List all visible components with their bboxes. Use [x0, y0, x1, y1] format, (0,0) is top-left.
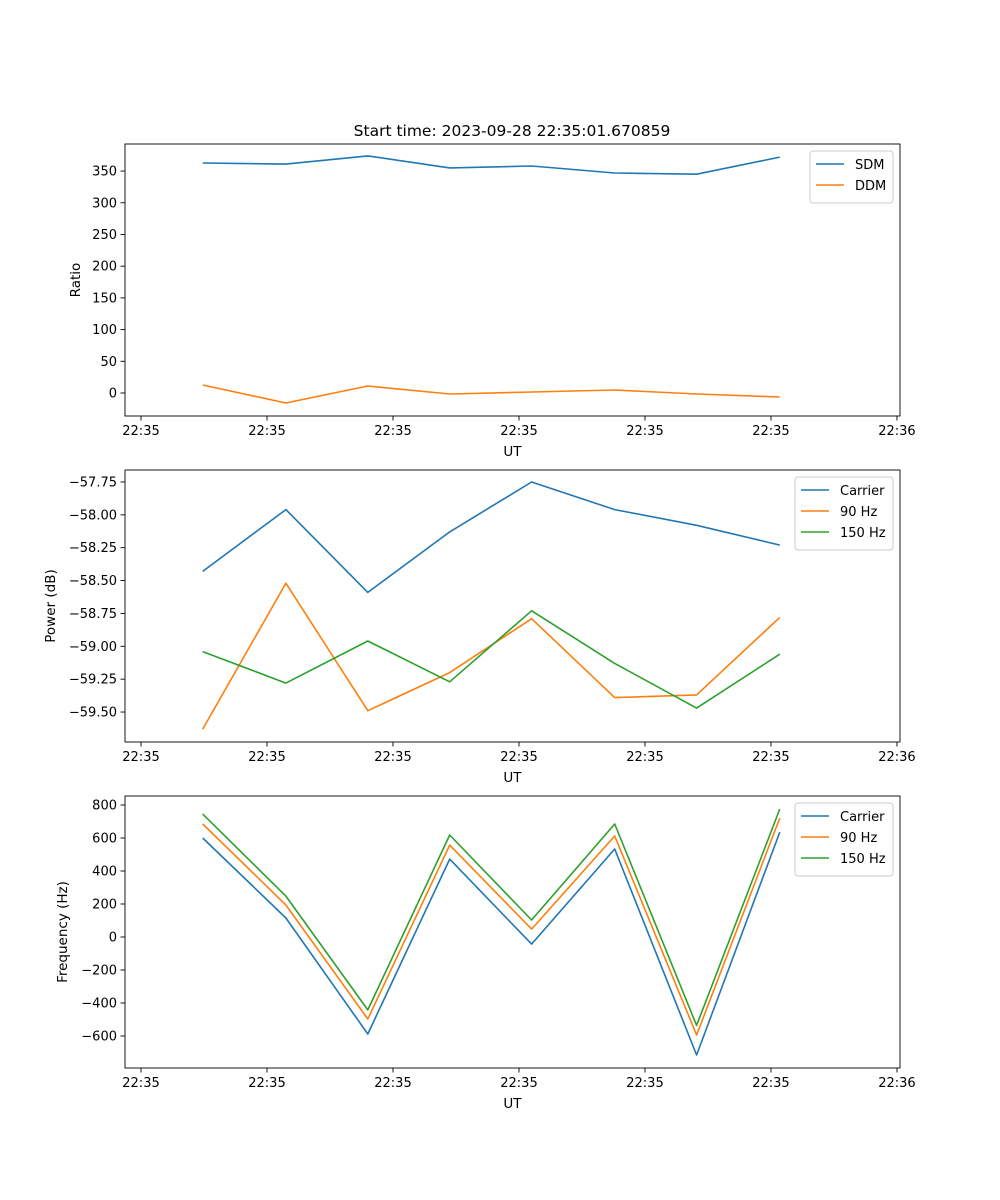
legend-label: 150 Hz — [840, 852, 886, 867]
x-tick-label: 22:35 — [626, 424, 663, 439]
axes-frame — [124, 469, 901, 743]
x-tick-label: 22:35 — [374, 1076, 411, 1091]
y-tick-label: −58.00 — [69, 508, 117, 523]
series-line-150-hz — [202, 808, 781, 1027]
series-line-sdm — [202, 155, 780, 175]
x-tick-label: 22:35 — [248, 424, 285, 439]
subplot-3: 22:35 22:35 22:35 22:35 22:35 22:35 22:36 −600 −… — [55, 795, 916, 1112]
x-axis-label: UT — [503, 444, 522, 460]
subplot-2: 22:35 22:35 22:35 22:35 22:35 22:35 22:36 −59.5… — [43, 469, 916, 786]
legend-label: SDM — [855, 158, 884, 173]
y-tick-label: −400 — [81, 996, 117, 1011]
series-line-90-hz — [202, 582, 781, 730]
y-axis-label: Power (dB) — [43, 569, 59, 642]
y-tick-label: −58.50 — [69, 574, 117, 589]
legend-label: Carrier — [840, 484, 885, 499]
y-tick-label: 50 — [100, 355, 117, 370]
x-tick-label: 22:36 — [878, 424, 915, 439]
y-tick-label: 400 — [92, 864, 117, 879]
legend-label: 90 Hz — [840, 831, 877, 846]
series-line-carrier — [202, 831, 781, 1056]
y-tick-label: 250 — [92, 228, 117, 243]
series-line-90-hz — [202, 817, 781, 1036]
y-tick-label: 300 — [92, 196, 117, 211]
x-tick-label: 22:35 — [248, 750, 285, 765]
y-tick-label: −59.50 — [69, 706, 117, 721]
x-tick-label: 22:35 — [374, 750, 411, 765]
legend-label: Carrier — [840, 810, 885, 825]
y-tick-label: −600 — [81, 1029, 117, 1044]
x-tick-label: 22:35 — [122, 750, 159, 765]
y-tick-label: 200 — [92, 897, 117, 912]
x-axis-label: UT — [503, 770, 522, 786]
y-tick-label: −57.75 — [69, 475, 117, 490]
x-tick-label: 22:35 — [122, 1076, 159, 1091]
axes-frame — [124, 143, 901, 417]
legend-label: DDM — [855, 179, 886, 194]
x-tick-label: 22:35 — [500, 750, 537, 765]
legend: Carrier 90 Hz 150 Hz — [794, 476, 894, 551]
x-tick-label: 22:35 — [752, 424, 789, 439]
y-tick-label: −58.25 — [69, 541, 117, 556]
x-tick-label: 22:35 — [626, 750, 663, 765]
x-tick-label: 22:35 — [752, 1076, 789, 1091]
y-tick-label: −59.25 — [69, 673, 117, 688]
y-tick-label: 800 — [92, 798, 117, 813]
x-tick-label: 22:35 — [248, 1076, 285, 1091]
legend: SDM DDM — [809, 150, 894, 204]
series-line-150-hz — [202, 609, 781, 709]
subplot-1: 22:35 22:35 22:35 22:35 22:35 22:35 22:36 0 50 10… — [68, 143, 916, 460]
legend-label: 90 Hz — [840, 505, 877, 520]
x-tick-label: 22:35 — [752, 750, 789, 765]
legend-label: 150 Hz — [840, 526, 886, 541]
y-axis-label: Ratio — [68, 263, 84, 298]
y-tick-label: −59.00 — [69, 640, 117, 655]
y-tick-label: 600 — [92, 831, 117, 846]
axes-frame — [124, 795, 901, 1069]
y-tick-label: 200 — [92, 260, 117, 275]
figure-title: Start time: 2023-09-28 22:35:01.670859 — [354, 122, 671, 140]
x-tick-label: 22:36 — [878, 750, 915, 765]
y-tick-label: 150 — [92, 291, 117, 306]
series-line-carrier — [202, 481, 780, 594]
y-tick-label: −58.75 — [69, 607, 117, 622]
y-tick-label: 100 — [92, 323, 117, 338]
series-line-ddm — [202, 384, 780, 404]
y-tick-label: −200 — [81, 963, 117, 978]
y-tick-label: 0 — [109, 930, 117, 945]
x-tick-label: 22:35 — [626, 1076, 663, 1091]
x-tick-label: 22:35 — [122, 424, 159, 439]
y-tick-label: 0 — [109, 386, 117, 401]
x-tick-label: 22:35 — [500, 1076, 537, 1091]
y-tick-label: 350 — [92, 165, 117, 180]
x-tick-label: 22:35 — [500, 424, 537, 439]
x-axis-label: UT — [503, 1096, 522, 1112]
x-tick-label: 22:36 — [878, 1076, 915, 1091]
legend: Carrier 90 Hz 150 Hz — [794, 802, 894, 877]
y-axis-label: Frequency (Hz) — [55, 881, 71, 983]
x-tick-label: 22:35 — [374, 424, 411, 439]
